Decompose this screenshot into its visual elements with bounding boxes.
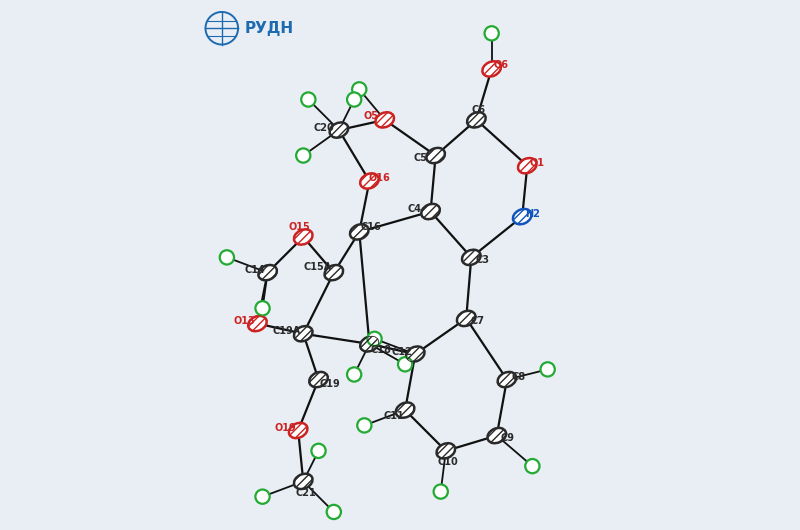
Ellipse shape xyxy=(375,112,394,128)
Circle shape xyxy=(541,362,554,376)
Text: C18: C18 xyxy=(370,345,391,355)
Text: O6: O6 xyxy=(494,60,508,70)
Ellipse shape xyxy=(467,112,486,128)
Text: N2: N2 xyxy=(525,209,540,219)
Text: C8: C8 xyxy=(511,372,525,382)
Text: O13: O13 xyxy=(234,316,255,326)
Text: C21: C21 xyxy=(295,488,316,498)
Ellipse shape xyxy=(325,265,343,280)
Ellipse shape xyxy=(294,474,313,489)
Circle shape xyxy=(255,301,270,315)
Circle shape xyxy=(358,418,371,432)
Ellipse shape xyxy=(258,265,277,280)
Ellipse shape xyxy=(289,423,307,438)
Text: C6: C6 xyxy=(472,105,486,114)
Text: РУДН: РУДН xyxy=(245,21,294,36)
Text: C7: C7 xyxy=(470,316,484,326)
Text: C3: C3 xyxy=(475,255,490,265)
Ellipse shape xyxy=(498,372,516,387)
Ellipse shape xyxy=(310,372,328,387)
Ellipse shape xyxy=(462,250,481,265)
Ellipse shape xyxy=(248,316,266,331)
Ellipse shape xyxy=(360,173,378,189)
Circle shape xyxy=(296,148,310,163)
Ellipse shape xyxy=(396,402,414,418)
Text: C5: C5 xyxy=(414,153,427,163)
Ellipse shape xyxy=(294,326,313,341)
Ellipse shape xyxy=(426,148,445,163)
Ellipse shape xyxy=(457,311,475,326)
Text: O5: O5 xyxy=(364,111,379,121)
Circle shape xyxy=(398,357,412,372)
Text: C12: C12 xyxy=(391,347,412,357)
Ellipse shape xyxy=(422,204,440,219)
Circle shape xyxy=(367,332,382,346)
Circle shape xyxy=(311,444,326,458)
Circle shape xyxy=(347,92,362,107)
Text: C16: C16 xyxy=(360,222,381,232)
Circle shape xyxy=(434,484,448,499)
Text: C14: C14 xyxy=(244,265,265,275)
Text: C20: C20 xyxy=(314,122,334,132)
Text: C4: C4 xyxy=(407,204,422,214)
Ellipse shape xyxy=(518,158,537,173)
Ellipse shape xyxy=(437,443,455,458)
Text: C19A: C19A xyxy=(273,326,301,336)
Ellipse shape xyxy=(406,347,425,362)
Ellipse shape xyxy=(350,224,369,240)
Circle shape xyxy=(326,505,341,519)
Circle shape xyxy=(485,26,498,40)
Ellipse shape xyxy=(330,122,348,138)
Circle shape xyxy=(526,459,539,473)
Ellipse shape xyxy=(360,336,378,351)
Text: C9: C9 xyxy=(501,433,515,443)
Circle shape xyxy=(255,490,270,504)
Ellipse shape xyxy=(487,428,506,443)
Circle shape xyxy=(302,92,315,107)
Text: O16: O16 xyxy=(369,173,390,183)
Ellipse shape xyxy=(482,61,501,77)
Ellipse shape xyxy=(513,209,531,224)
Text: C11: C11 xyxy=(383,411,404,421)
Ellipse shape xyxy=(294,229,313,245)
Text: C19: C19 xyxy=(319,378,340,388)
Circle shape xyxy=(347,367,362,382)
Text: C10: C10 xyxy=(438,457,458,467)
Text: C15A: C15A xyxy=(303,261,332,271)
Circle shape xyxy=(352,82,366,96)
Circle shape xyxy=(220,250,234,264)
Text: O1: O1 xyxy=(530,158,545,168)
Text: O19: O19 xyxy=(274,423,296,433)
Text: O15: O15 xyxy=(288,222,310,232)
